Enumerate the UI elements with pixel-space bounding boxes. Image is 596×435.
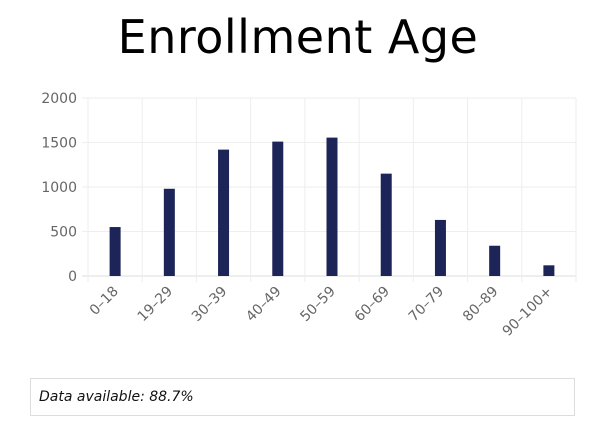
bars — [109, 137, 555, 276]
x-tick-label: 40–49 — [243, 284, 284, 325]
data-availability-text: Data available: 88.7% — [39, 389, 194, 405]
x-tick-label: 0–18 — [87, 284, 122, 319]
y-tick-label: 0 — [68, 269, 77, 285]
y-tick-label: 1500 — [41, 136, 77, 152]
bar-40–49 — [272, 141, 284, 276]
x-tick-label: 60–69 — [352, 284, 393, 325]
y-tick-label: 1000 — [41, 180, 77, 196]
bar-30–39 — [218, 149, 230, 276]
x-tick-label: 70–79 — [406, 284, 447, 325]
y-axis-ticks: 0 500 1000 1500 2000 — [41, 91, 77, 285]
bar-70–79 — [434, 219, 446, 276]
y-tick-label: 500 — [50, 225, 77, 241]
bar-90–100+ — [543, 265, 555, 276]
bar-19–29 — [163, 188, 175, 276]
x-tick-label: 50–59 — [297, 284, 338, 325]
bar-chart: 0 500 1000 1500 2000 0–18 19–29 30–39 40–49 50–5… — [41, 91, 577, 340]
bar-50–59 — [326, 137, 338, 276]
chart-title: Enrollment Age — [117, 10, 479, 64]
bar-0–18 — [109, 227, 121, 276]
x-tick-label: 90–100+ — [500, 284, 556, 340]
y-tick-label: 2000 — [41, 91, 77, 107]
x-tick-label: 19–29 — [135, 284, 176, 325]
x-axis-ticks: 0–18 19–29 30–39 40–49 50–59 60–69 70–79 80–899… — [87, 284, 556, 340]
data-availability-box: Data available: 88.7% — [30, 378, 575, 416]
bar-60–69 — [380, 173, 392, 276]
x-tick-label: 80–89 — [460, 284, 501, 325]
x-tick-label: 30–39 — [189, 284, 230, 325]
bar-80–89 — [489, 245, 501, 276]
